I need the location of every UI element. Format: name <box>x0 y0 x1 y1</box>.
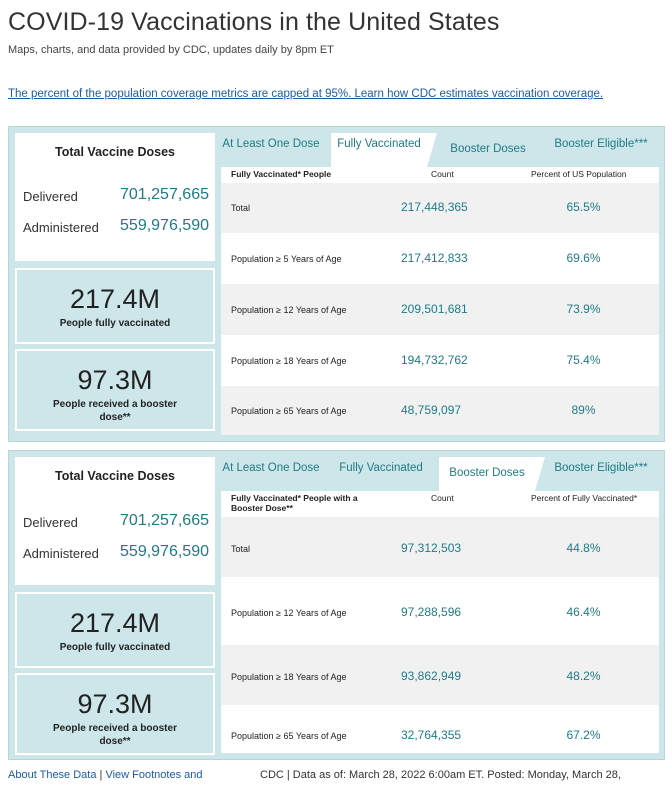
row-percent: 67.2% <box>566 728 601 742</box>
row-label: Total <box>231 203 251 213</box>
row-percent: 69.6% <box>566 251 601 265</box>
col-header-count: Count <box>431 169 454 179</box>
table-row: Population ≥ 12 Years of Age 209,501,681… <box>221 284 659 335</box>
booster-label: People received a booster dose** <box>53 723 177 747</box>
total-doses-title: Total Vaccine Doses <box>55 145 175 159</box>
fully-vaccinated-table: Fully Vaccinated* People Count Percent o… <box>221 167 659 435</box>
vaccination-panel-fully: Total Vaccine Doses Delivered 701,257,66… <box>8 126 665 442</box>
footer-links: About These Data | View Footnotes and <box>8 769 202 781</box>
col-header-group: Fully Vaccinated* People <box>231 169 332 179</box>
row-percent: 89% <box>571 403 596 417</box>
booster-stat: 97.3M People received a booster dose** <box>15 673 215 755</box>
total-doses-title: Total Vaccine Doses <box>55 469 175 483</box>
row-count: 97,312,503 <box>401 541 462 555</box>
tab-booster-eligible[interactable]: Booster Eligible*** <box>554 462 648 474</box>
administered-value: 559,976,590 <box>120 543 209 560</box>
col-header-percent: Percent of Fully Vaccinated* <box>531 493 638 503</box>
fully-vaccinated-value: 217.4M <box>69 608 161 638</box>
delivered-label: Delivered <box>23 189 78 204</box>
row-percent: 48.2% <box>566 669 601 683</box>
page-title: COVID-19 Vaccinations in the United Stat… <box>8 8 500 36</box>
tab-booster-doses[interactable]: Booster Doses <box>450 143 526 155</box>
tab-booster-doses[interactable]: Booster Doses <box>439 457 545 491</box>
fully-vaccinated-stat: 217.4M People fully vaccinated <box>15 592 215 668</box>
vaccination-panel-booster: Total Vaccine Doses Delivered 701,257,66… <box>8 450 665 760</box>
row-label: Total <box>231 544 251 554</box>
tab-at-least-one-dose[interactable]: At Least One Dose <box>222 462 320 474</box>
row-percent: 46.4% <box>566 605 601 619</box>
fully-vaccinated-stat: 217.4M People fully vaccinated <box>15 268 215 344</box>
table-row: Population ≥ 18 Years of Age 194,732,762… <box>221 335 659 386</box>
delivered-label: Delivered <box>23 515 78 530</box>
page-subtitle: Maps, charts, and data provided by CDC, … <box>8 44 334 56</box>
coverage-info-link[interactable]: The percent of the population coverage m… <box>8 88 604 100</box>
total-doses-card: Total Vaccine Doses Delivered 701,257,66… <box>15 133 215 261</box>
fully-vaccinated-label: People fully vaccinated <box>59 318 171 329</box>
row-count: 194,732,762 <box>401 353 468 367</box>
administered-label: Administered <box>23 546 99 561</box>
col-header-percent: Percent of US Population <box>531 169 627 179</box>
row-count: 97,288,596 <box>401 605 462 619</box>
table-row: Population ≥ 65 Years of Age 48,759,097 … <box>221 386 659 435</box>
tab-booster-eligible[interactable]: Booster Eligible*** <box>554 138 648 150</box>
row-percent: 65.5% <box>566 200 601 214</box>
row-label: Population ≥ 18 Years of Age <box>231 672 347 682</box>
row-count: 217,412,833 <box>401 251 468 265</box>
view-footnotes-link[interactable]: View Footnotes and <box>105 769 203 781</box>
col-header-group: Fully Vaccinated* People with a Booster … <box>231 493 358 513</box>
row-label: Population ≥ 65 Years of Age <box>231 406 347 416</box>
about-data-link[interactable]: About These Data <box>8 769 97 781</box>
tab-fully-vaccinated[interactable]: Fully Vaccinated <box>339 462 423 474</box>
booster-stat: 97.3M People received a booster dose** <box>15 349 215 431</box>
footer-status: CDC | Data as of: March 28, 2022 6:00am … <box>260 769 621 781</box>
row-count: 93,862,949 <box>401 669 462 683</box>
table-row: Total 97,312,503 44.8% <box>221 517 659 577</box>
delivered-value: 701,257,665 <box>120 186 209 203</box>
row-count: 32,764,355 <box>401 728 462 742</box>
row-percent: 73.9% <box>566 302 601 316</box>
row-label: Population ≥ 12 Years of Age <box>231 608 347 618</box>
row-label: Population ≥ 5 Years of Age <box>231 254 342 264</box>
footer-separator: | <box>99 769 103 781</box>
row-percent: 75.4% <box>566 353 601 367</box>
tab-bar: At Least One Dose Fully Vaccinated Boost… <box>221 457 659 493</box>
tab-at-least-one-dose[interactable]: At Least One Dose <box>222 138 320 150</box>
table-header: Fully Vaccinated* People with a Booster … <box>221 493 659 517</box>
total-doses-card: Total Vaccine Doses Delivered 701,257,66… <box>15 457 215 585</box>
row-count: 217,448,365 <box>401 200 468 214</box>
tab-bar: At Least One Dose Fully Vaccinated Boost… <box>221 133 659 169</box>
delivered-value: 701,257,665 <box>120 512 209 529</box>
table-row: Population ≥ 18 Years of Age 93,862,949 … <box>221 645 659 705</box>
administered-value: 559,976,590 <box>120 217 209 234</box>
col-header-count: Count <box>431 493 454 503</box>
booster-table: Fully Vaccinated* People with a Booster … <box>221 491 659 753</box>
row-count: 48,759,097 <box>401 403 462 417</box>
fully-vaccinated-label: People fully vaccinated <box>59 642 171 653</box>
fully-vaccinated-value: 217.4M <box>69 284 161 314</box>
booster-value: 97.3M <box>77 689 153 719</box>
tab-fully-vaccinated[interactable]: Fully Vaccinated <box>331 133 437 167</box>
booster-label: People received a booster dose** <box>53 399 177 423</box>
booster-value: 97.3M <box>77 365 153 395</box>
table-header: Fully Vaccinated* People Count Percent o… <box>221 169 659 183</box>
row-label: Population ≥ 12 Years of Age <box>231 305 347 315</box>
table-row: Population ≥ 12 Years of Age 97,288,596 … <box>221 581 659 641</box>
row-label: Population ≥ 18 Years of Age <box>231 356 347 366</box>
table-row: Population ≥ 5 Years of Age 217,412,833 … <box>221 233 659 284</box>
row-count: 209,501,681 <box>401 302 468 316</box>
row-label: Population ≥ 65 Years of Age <box>231 731 347 741</box>
table-row: Total 217,448,365 65.5% <box>221 183 659 233</box>
row-percent: 44.8% <box>566 541 601 555</box>
table-row: Population ≥ 65 Years of Age 32,764,355 … <box>221 709 659 753</box>
administered-label: Administered <box>23 220 99 235</box>
